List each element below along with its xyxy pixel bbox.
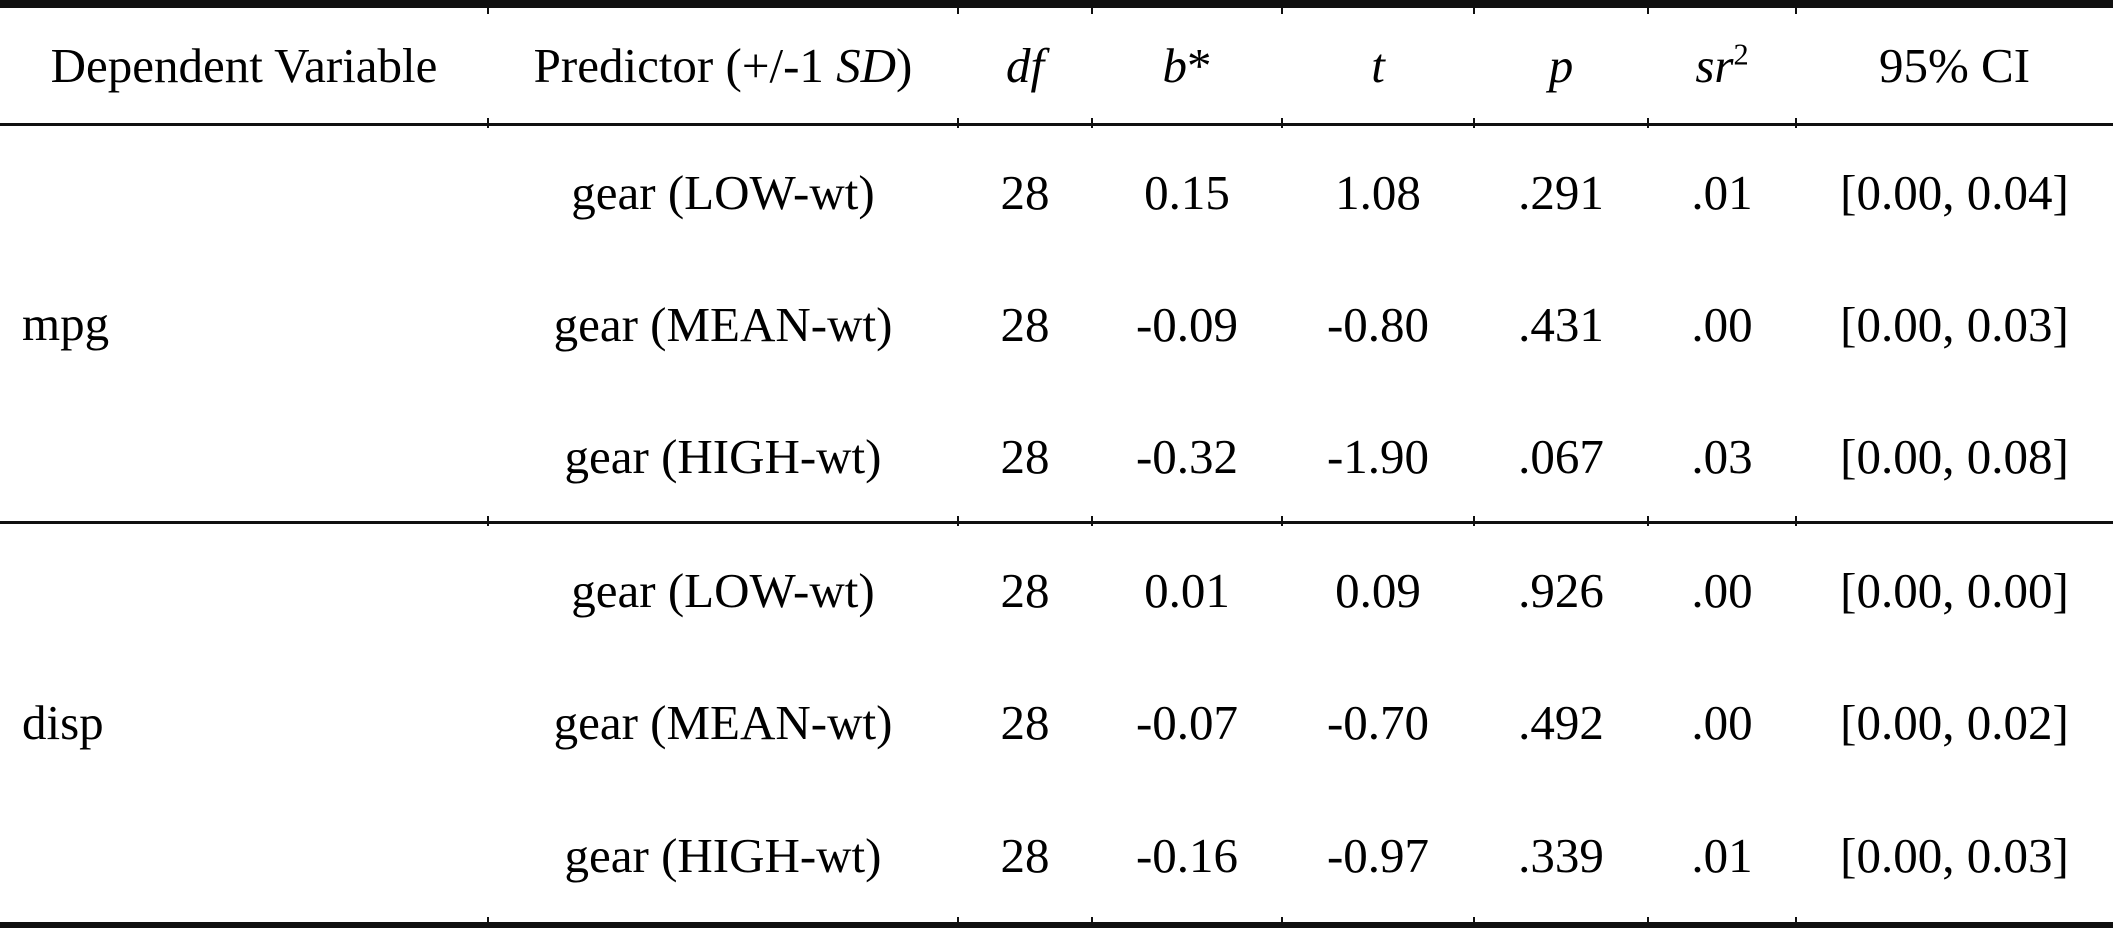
predictor-header-suffix: ) — [896, 38, 913, 93]
t-label: t — [1371, 38, 1385, 93]
table-row-disp-mean: gear (MEAN-wt) 28 -0.07 -0.70 .492 .00 [… — [0, 657, 2113, 790]
column-header-dependent-variable: Dependent Variable — [0, 8, 488, 126]
cell-sr2: .03 — [1647, 391, 1796, 526]
cell-95ci: [0.00, 0.04] — [1840, 164, 2069, 220]
table-row-disp-low: disp gear (LOW-wt) 28 0.01 0.09 .926 .00… — [0, 524, 2113, 751]
cell-95ci: [0.00, 0.02] — [1840, 695, 2069, 751]
cell-95ci: [0.00, 0.00] — [1840, 562, 2069, 618]
column-header-sr2: sr2 — [1647, 0, 1796, 128]
cell-95ci: [0.00, 0.03] — [1795, 789, 2113, 928]
df-label: df — [1005, 38, 1045, 93]
cell-b-star: -0.09 — [1135, 297, 1239, 353]
cell-predictor: gear (LOW-wt) — [571, 562, 875, 618]
cell-predictor: gear (MEAN-wt) — [553, 297, 893, 353]
cell-sr2: .01 — [1691, 164, 1753, 220]
cell-df: 28 — [1000, 695, 1050, 751]
cell-t: 0.09 — [1335, 562, 1421, 618]
cell-df: 28 — [1000, 562, 1050, 618]
cell-predictor: gear (HIGH-wt) — [487, 391, 958, 526]
dependent-variable-mpg: mpg — [0, 126, 488, 524]
column-header-b-star: b* — [1091, 0, 1282, 128]
cell-b-star: -0.32 — [1091, 391, 1282, 526]
cell-b-star: -0.16 — [1091, 789, 1282, 928]
cell-p: .492 — [1518, 695, 1604, 751]
cell-p: .067 — [1473, 391, 1648, 526]
predictor-header-prefix: Predictor (+/-1 — [533, 38, 837, 93]
cell-df: 28 — [957, 789, 1092, 928]
cell-predictor: gear (LOW-wt) — [571, 164, 875, 220]
cell-df: 28 — [957, 391, 1092, 526]
cell-t: 1.08 — [1335, 164, 1421, 220]
cell-t: -0.97 — [1281, 789, 1474, 928]
cell-t: -1.90 — [1281, 391, 1474, 526]
b-star-label: * — [1187, 38, 1212, 93]
cell-p: .291 — [1518, 164, 1604, 220]
table-body: mpg gear (LOW-wt) 28 0.15 1.08 .291 .01 … — [0, 126, 2113, 928]
cell-b-star: 0.01 — [1144, 562, 1230, 618]
cell-predictor: gear (HIGH-wt) — [487, 789, 958, 928]
cell-p: .926 — [1518, 562, 1604, 618]
column-header-predictor: Predictor (+/-1 SD) — [487, 0, 958, 128]
cell-sr2: .01 — [1647, 789, 1796, 928]
cell-predictor: gear (MEAN-wt) — [553, 695, 893, 751]
table-row-mpg-low: mpg gear (LOW-wt) 28 0.15 1.08 .291 .01 … — [0, 126, 2113, 524]
cell-sr2: .00 — [1691, 695, 1753, 751]
cell-95ci: [0.00, 0.08] — [1795, 391, 2113, 526]
predictor-header-sd: SD — [836, 38, 897, 93]
cell-b-star: 0.15 — [1144, 164, 1230, 220]
column-header-t: t — [1281, 0, 1474, 128]
dependent-variable-disp: disp — [22, 695, 104, 751]
cell-t: -0.70 — [1326, 695, 1430, 751]
p-label: p — [1548, 38, 1574, 93]
cell-95ci: [0.00, 0.03] — [1840, 297, 2069, 353]
sr-superscript: 2 — [1733, 37, 1749, 72]
table-row-mpg-mean: gear (MEAN-wt) 28 -0.09 -0.80 .431 .00 [… — [0, 259, 2113, 392]
cell-df: 28 — [1000, 164, 1050, 220]
column-header-95ci: 95% CI — [1795, 0, 2113, 128]
column-header-df: df — [957, 0, 1092, 128]
cell-sr2: .00 — [1691, 562, 1753, 618]
column-header-p: p — [1473, 0, 1648, 128]
table-row-disp-high: gear (HIGH-wt) 28 -0.16 -0.97 .339 .01 [… — [0, 789, 2113, 928]
cell-df: 28 — [1000, 297, 1050, 353]
table-header: Dependent Variable Predictor (+/-1 SD) d… — [0, 0, 2113, 128]
cell-p: .339 — [1473, 789, 1648, 928]
header-row: Dependent Variable Predictor (+/-1 SD) d… — [0, 0, 2113, 128]
cell-p: .431 — [1518, 297, 1604, 353]
table-row-mpg-high: gear (HIGH-wt) 28 -0.32 -1.90 .067 .03 [… — [0, 391, 2113, 526]
sr-label: sr — [1695, 38, 1734, 93]
cell-sr2: .00 — [1691, 297, 1753, 353]
cell-t: -0.80 — [1326, 297, 1430, 353]
b-label: b — [1162, 38, 1188, 93]
cell-b-star: -0.07 — [1135, 695, 1239, 751]
